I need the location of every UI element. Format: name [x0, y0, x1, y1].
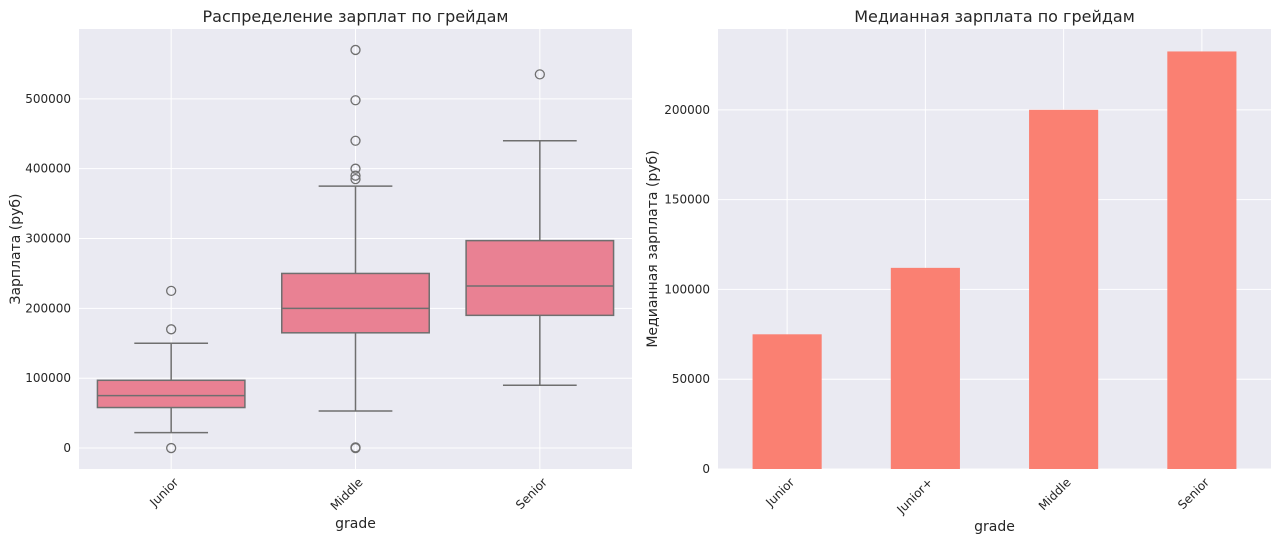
y-tick-label: 0 [702, 462, 710, 476]
y-tick-label: 200000 [664, 103, 710, 117]
x-tick-label: Middle [328, 475, 366, 513]
outlier-point [350, 442, 361, 454]
bar-middle [1029, 109, 1099, 469]
outlier-point [350, 170, 361, 181]
bar-title: Медианная зарплата по грейдам [854, 7, 1135, 26]
outlier-point [350, 135, 361, 146]
y-tick-label: 0 [63, 441, 71, 455]
x-tick-label: Junior [762, 475, 797, 510]
bar-panel: 0 50000 100000 150000 200000 Junior Junior+ Mid… [645, 7, 1271, 535]
y-tick-label: 400000 [25, 162, 71, 176]
outlier-point [534, 69, 545, 80]
box-senior [465, 69, 615, 386]
x-tick-label: Junior+ [893, 475, 935, 517]
y-tick-label: 300000 [25, 232, 71, 246]
x-tick-label: Senior [1175, 475, 1212, 512]
iqr-box [96, 379, 246, 409]
box-middle [281, 44, 430, 454]
bar-y-axis-label: Медианная зарплата (руб) [645, 150, 661, 347]
bar-x-axis-label: grade [974, 519, 1015, 535]
bar-marks [752, 51, 1237, 470]
iqr-box [281, 272, 430, 334]
outlier-point [166, 324, 177, 335]
boxplot-title: Распределение зарплат по грейдам [203, 7, 509, 26]
x-tick-label: Senior [513, 475, 550, 512]
boxplot-y-axis-label: Зарплата (руб) [8, 193, 24, 304]
outlier-point [166, 442, 177, 454]
boxplot-x-axis-label: grade [335, 516, 376, 532]
boxplot-marks [96, 44, 615, 454]
y-tick-label: 500000 [25, 92, 71, 106]
outlier-point [350, 163, 361, 174]
y-tick-label: 100000 [25, 371, 71, 385]
outlier-point [350, 174, 361, 185]
outlier-point [350, 44, 361, 56]
y-tick-label: 200000 [25, 301, 71, 315]
y-tick-label: 50000 [672, 372, 710, 386]
x-tick-label: Middle [1036, 475, 1074, 513]
y-tick-label: 150000 [664, 193, 710, 207]
outlier-point [350, 95, 361, 106]
bar-senior [1167, 51, 1237, 470]
iqr-box [465, 239, 615, 317]
x-tick-label: Junior [146, 475, 181, 510]
bar-junior [752, 334, 822, 469]
outlier-point [166, 285, 177, 297]
bar-junior-plus [890, 267, 960, 469]
boxplot-panel: 0 100000 200000 300000 400000 500000 Junior Mid… [8, 7, 632, 532]
y-tick-label: 100000 [664, 282, 710, 296]
box-junior [96, 285, 246, 454]
